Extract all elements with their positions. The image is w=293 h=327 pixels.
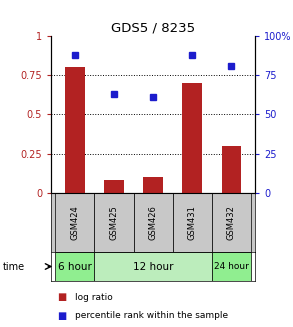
Text: GSM425: GSM425 — [109, 205, 118, 240]
Bar — [183, 83, 202, 193]
Bar — [104, 181, 124, 193]
Text: 12 hour: 12 hour — [133, 262, 173, 271]
Text: log ratio: log ratio — [75, 293, 113, 302]
Bar — [212, 193, 251, 252]
Text: percentile rank within the sample: percentile rank within the sample — [75, 311, 228, 320]
Text: ■: ■ — [57, 292, 67, 302]
Text: GSM431: GSM431 — [188, 205, 197, 240]
Bar — [55, 252, 94, 281]
Bar — [143, 177, 163, 193]
Text: time: time — [3, 262, 25, 271]
Title: GDS5 / 8235: GDS5 / 8235 — [111, 22, 195, 35]
Text: 24 hour: 24 hour — [214, 262, 249, 271]
Bar — [134, 193, 173, 252]
Bar — [65, 67, 85, 193]
Bar — [212, 252, 251, 281]
Text: GSM432: GSM432 — [227, 205, 236, 240]
Text: ■: ■ — [57, 311, 67, 320]
Text: GSM424: GSM424 — [70, 205, 79, 240]
Bar — [94, 252, 212, 281]
Text: 6 hour: 6 hour — [58, 262, 92, 271]
Bar — [173, 193, 212, 252]
Bar — [222, 146, 241, 193]
Bar — [55, 193, 94, 252]
Bar — [94, 193, 134, 252]
Text: GSM426: GSM426 — [149, 205, 158, 240]
